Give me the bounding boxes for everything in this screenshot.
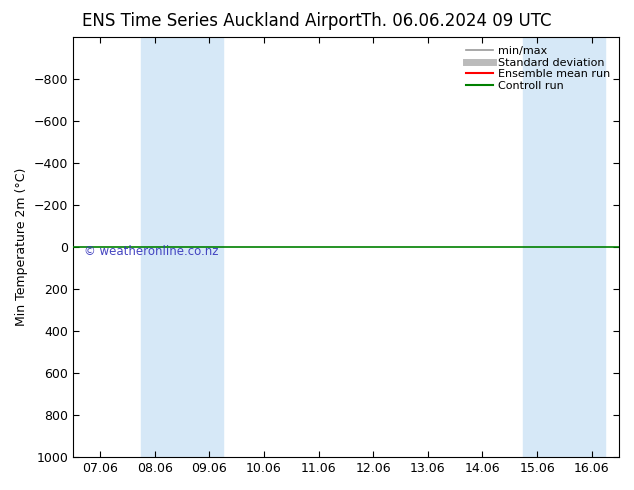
Bar <box>524 37 605 457</box>
Bar <box>141 37 223 457</box>
Text: © weatheronline.co.nz: © weatheronline.co.nz <box>84 245 218 258</box>
Text: Th. 06.06.2024 09 UTC: Th. 06.06.2024 09 UTC <box>361 12 552 30</box>
Y-axis label: Min Temperature 2m (°C): Min Temperature 2m (°C) <box>15 168 28 326</box>
Legend: min/max, Standard deviation, Ensemble mean run, Controll run: min/max, Standard deviation, Ensemble me… <box>462 43 614 94</box>
Text: ENS Time Series Auckland Airport: ENS Time Series Auckland Airport <box>82 12 362 30</box>
